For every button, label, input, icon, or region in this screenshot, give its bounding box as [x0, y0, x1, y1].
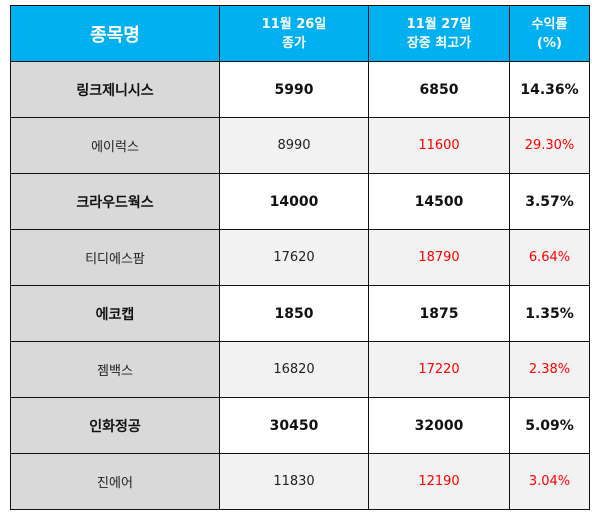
close-price-cell: 5990 [219, 61, 369, 118]
stock-name-cell: 진에어 [10, 453, 220, 510]
high-price-cell: 32000 [368, 397, 510, 454]
table-row: 크라우드웍스 14000 14500 3.57% [10, 173, 590, 230]
header-return: 수익률 (%) [509, 5, 590, 62]
high-price-cell: 17220 [368, 341, 510, 398]
close-price-cell: 8990 [219, 117, 369, 174]
close-price-cell: 17620 [219, 229, 369, 286]
table-row: 젬백스 16820 17220 2.38% [10, 341, 590, 398]
return-cell: 1.35% [509, 285, 590, 342]
close-price-cell: 16820 [219, 341, 369, 398]
table-row: 에코캡 1850 1875 1.35% [10, 285, 590, 342]
return-cell: 3.04% [509, 453, 590, 510]
return-cell: 3.57% [509, 173, 590, 230]
stock-table-container: 종목명 11월 26일 종가 11월 27일 장중 최고가 수익률 (%) 링크제니시… [10, 5, 590, 510]
stock-name-cell: 링크제니시스 [10, 61, 220, 118]
stock-returns-table: 종목명 11월 26일 종가 11월 27일 장중 최고가 수익률 (%) 링크제니시… [10, 5, 590, 510]
high-price-cell: 12190 [368, 453, 510, 510]
header-intraday-high: 11월 27일 장중 최고가 [368, 5, 510, 62]
stock-name-cell: 크라우드웍스 [10, 173, 220, 230]
header-close-price: 11월 26일 종가 [219, 5, 369, 62]
table-row: 티디에스팜 17620 18790 6.64% [10, 229, 590, 286]
high-price-cell: 14500 [368, 173, 510, 230]
header-stock-name: 종목명 [10, 5, 220, 62]
return-cell: 2.38% [509, 341, 590, 398]
stock-name-cell: 젬백스 [10, 341, 220, 398]
return-cell: 29.30% [509, 117, 590, 174]
close-price-cell: 30450 [219, 397, 369, 454]
high-price-cell: 6850 [368, 61, 510, 118]
table-row: 링크제니시스 5990 6850 14.36% [10, 61, 590, 118]
stock-name-cell: 티디에스팜 [10, 229, 220, 286]
stock-name-cell: 에코캡 [10, 285, 220, 342]
table-row: 인화정공 30450 32000 5.09% [10, 397, 590, 454]
return-cell: 5.09% [509, 397, 590, 454]
return-cell: 14.36% [509, 61, 590, 118]
high-price-cell: 11600 [368, 117, 510, 174]
close-price-cell: 1850 [219, 285, 369, 342]
high-price-cell: 18790 [368, 229, 510, 286]
stock-name-cell: 인화정공 [10, 397, 220, 454]
high-price-cell: 1875 [368, 285, 510, 342]
return-cell: 6.64% [509, 229, 590, 286]
table-row: 진에어 11830 12190 3.04% [10, 453, 590, 510]
table-row: 에이럭스 8990 11600 29.30% [10, 117, 590, 174]
header-row: 종목명 11월 26일 종가 11월 27일 장중 최고가 수익률 (%) [10, 5, 590, 62]
close-price-cell: 11830 [219, 453, 369, 510]
stock-name-cell: 에이럭스 [10, 117, 220, 174]
close-price-cell: 14000 [219, 173, 369, 230]
